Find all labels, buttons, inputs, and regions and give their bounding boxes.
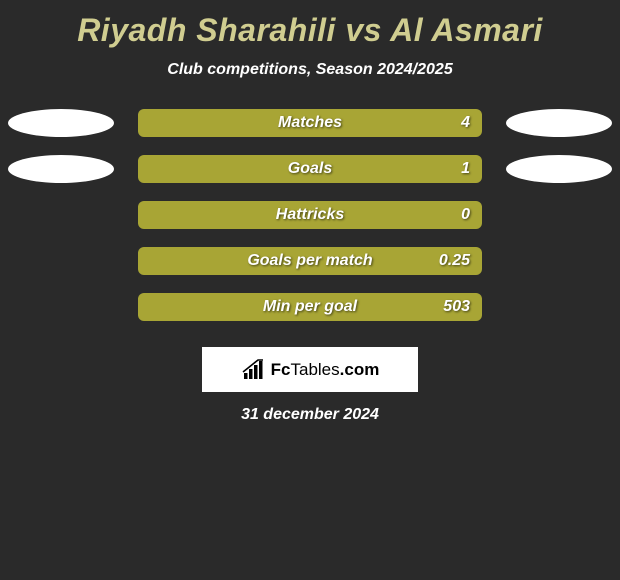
stat-label: Goals per match <box>247 252 372 270</box>
right-player-ellipse <box>506 155 612 183</box>
brand-suffix: .com <box>340 360 380 379</box>
left-player-ellipse <box>8 109 114 137</box>
date-text: 31 december 2024 <box>0 406 620 424</box>
stat-label: Goals <box>288 160 332 178</box>
brand-text: FcTables.com <box>271 360 380 380</box>
stat-bar: Matches 4 <box>138 109 482 137</box>
chart-icon <box>241 359 267 381</box>
stat-row: Goals 1 <box>0 153 620 199</box>
stat-value: 1 <box>461 160 470 178</box>
stat-bar: Min per goal 503 <box>138 293 482 321</box>
stat-label: Matches <box>278 114 342 132</box>
stat-value: 0.25 <box>439 252 470 270</box>
stat-bar: Hattricks 0 <box>138 201 482 229</box>
brand-light: Tables <box>291 360 340 379</box>
stat-bar: Goals 1 <box>138 155 482 183</box>
left-player-ellipse <box>8 155 114 183</box>
right-player-ellipse <box>506 109 612 137</box>
page-subtitle: Club competitions, Season 2024/2025 <box>0 61 620 79</box>
stat-label: Hattricks <box>276 206 344 224</box>
stat-row: Hattricks 0 <box>0 199 620 245</box>
stat-bar: Goals per match 0.25 <box>138 247 482 275</box>
stats-container: Matches 4 Goals 1 Hattricks 0 Goals per match 0… <box>0 107 620 337</box>
stat-row: Matches 4 <box>0 107 620 153</box>
stat-row: Min per goal 503 <box>0 291 620 337</box>
brand-bold: Fc <box>271 360 291 379</box>
page-title: Riyadh Sharahili vs Al Asmari <box>0 0 620 49</box>
stat-value: 4 <box>461 114 470 132</box>
stat-row: Goals per match 0.25 <box>0 245 620 291</box>
brand-badge: FcTables.com <box>202 347 418 392</box>
stat-label: Min per goal <box>263 298 357 316</box>
stat-value: 503 <box>443 298 470 316</box>
stat-value: 0 <box>461 206 470 224</box>
